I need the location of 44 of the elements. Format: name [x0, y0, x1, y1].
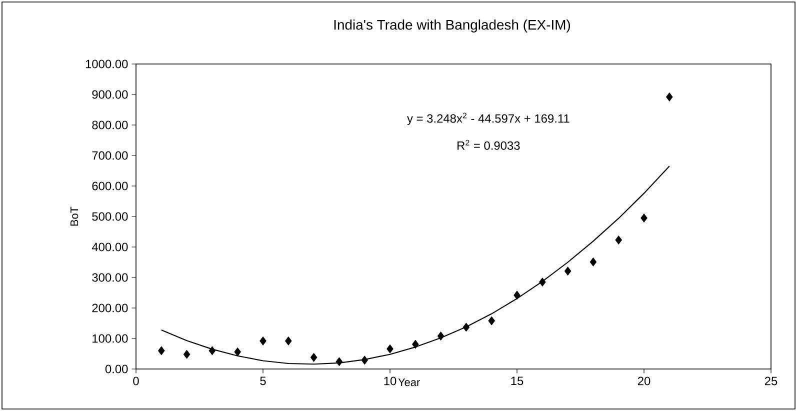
point [386, 344, 394, 354]
y-tick-label: 800.00 [92, 120, 128, 130]
point [564, 266, 572, 276]
y-tick-label: 200.00 [92, 304, 128, 312]
point [412, 340, 419, 349]
y-tick-label: 100.00 [92, 334, 128, 343]
y-tick-label: 700.00 [92, 151, 128, 160]
y-tick-label: 500.00 [92, 212, 128, 221]
point [640, 214, 648, 223]
point [158, 346, 165, 356]
y-axis-title: BoT [70, 206, 78, 226]
x-tick-label: 15 [511, 376, 524, 386]
point [488, 316, 496, 326]
point [666, 92, 673, 102]
x-tick-label: 5 [260, 376, 266, 386]
point [590, 257, 597, 266]
y-tick-label: 300.00 [92, 273, 128, 282]
point [208, 346, 216, 356]
y-tick-label: 600.00 [92, 182, 128, 190]
x-tick-label: 25 [764, 376, 778, 386]
point [260, 336, 266, 346]
x-tick-label: 20 [638, 376, 650, 386]
y-tick-label: 900.00 [92, 90, 128, 99]
point [336, 357, 343, 366]
point [284, 336, 292, 346]
line-series [160, 166, 670, 365]
point [310, 352, 318, 362]
point [514, 290, 520, 300]
chart-title: India's Trade with Bangladesh (EX-IM) [334, 19, 570, 32]
x-tick-label: 10 [384, 376, 396, 386]
annotation: y = 3.248x$^{2}$ - 44.597x + 169.11 [407, 112, 570, 126]
y-tick-label: 0.00 [105, 364, 128, 374]
point [615, 236, 622, 244]
point [538, 278, 546, 287]
point [234, 347, 242, 356]
point [437, 332, 444, 341]
x-axis-title: Year [398, 378, 420, 386]
point [462, 322, 470, 332]
y-tick-label: 1000.00 [86, 60, 128, 68]
point [361, 356, 368, 365]
point [183, 350, 190, 359]
x-tick-label: 0 [133, 376, 139, 386]
y-tick-label: 400.00 [92, 242, 128, 252]
annotation: R$^{2}$ = 0.9033 [458, 140, 520, 150]
